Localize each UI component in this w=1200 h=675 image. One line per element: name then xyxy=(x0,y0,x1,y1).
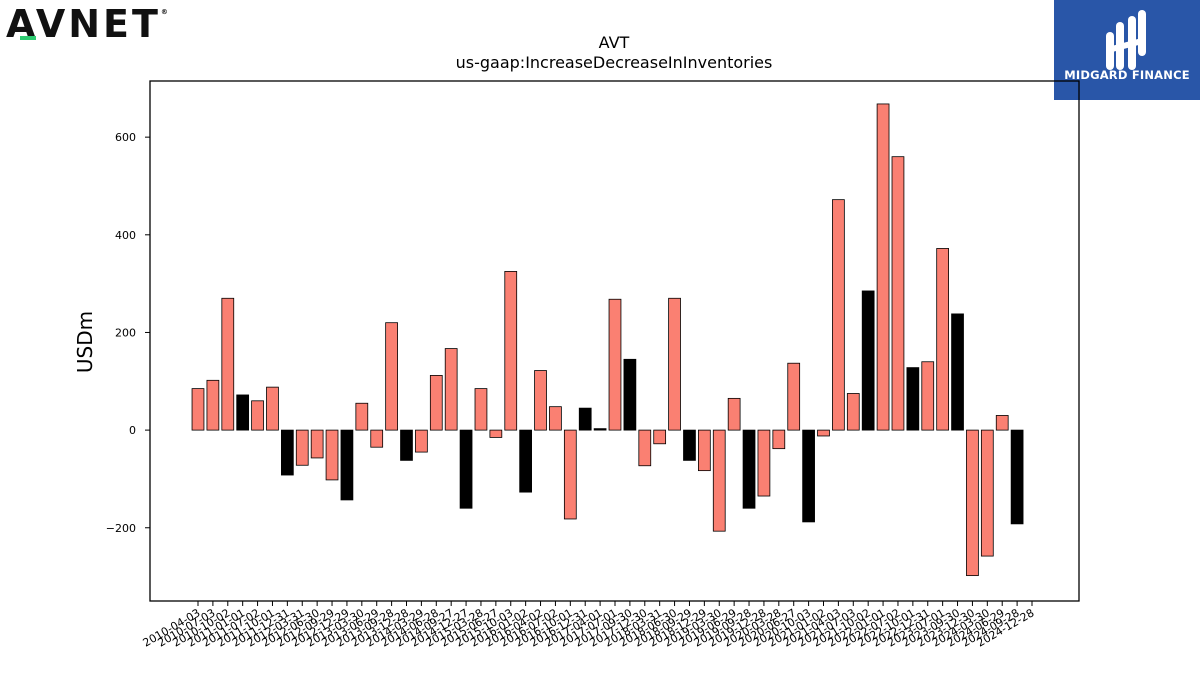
bar-2022-10-01 xyxy=(906,367,920,431)
plot-frame xyxy=(149,80,1080,602)
chart-subtitle: us-gaap:IncreaseDecreaseInInventories xyxy=(456,53,773,72)
bar-2017-09-30 xyxy=(623,358,637,431)
bar-2024-03-30 xyxy=(980,429,994,557)
x-axis: 2010-04-032010-07-032010-10-022011-01-01… xyxy=(141,601,1037,650)
bar-2014-09-27 xyxy=(444,348,458,431)
bar-2022-01-01 xyxy=(876,103,890,431)
bar-2012-09-29 xyxy=(325,429,339,481)
bar-2018-09-29 xyxy=(683,429,696,461)
bar-2015-10-03 xyxy=(504,271,518,431)
avnet-accent-bar xyxy=(20,36,36,40)
bar-2015-06-27 xyxy=(489,429,503,438)
bar-2021-07-03 xyxy=(846,393,860,431)
bar-2016-07-02 xyxy=(549,406,562,431)
bar-2016-04-02 xyxy=(534,370,547,431)
bar-2014-12-27 xyxy=(459,429,473,509)
bar-2011-01-01 xyxy=(236,394,250,431)
bar-2017-04-01 xyxy=(593,428,607,431)
bar-2016-01-02 xyxy=(519,429,533,493)
bar-2011-10-01 xyxy=(266,386,279,431)
bar-2019-03-30 xyxy=(712,429,726,532)
bar-2018-06-30 xyxy=(668,297,681,431)
bar-2021-10-02 xyxy=(861,290,875,431)
bar-2020-03-28 xyxy=(772,429,786,450)
bar-2012-03-31 xyxy=(295,429,309,466)
bar-2012-12-29 xyxy=(340,429,354,501)
bar-2021-04-03 xyxy=(832,199,845,431)
bar-2024-09-28 xyxy=(1010,429,1024,525)
bar-2019-12-28 xyxy=(757,429,771,497)
bar-2017-07-01 xyxy=(608,298,622,431)
bar-2023-12-30 xyxy=(966,429,979,577)
y-axis-label: USDm xyxy=(73,311,97,373)
bar-2012-06-30 xyxy=(310,429,324,459)
chart-title: AVT xyxy=(599,33,630,52)
bar-2019-06-29 xyxy=(727,397,741,431)
bar-2020-10-03 xyxy=(802,429,815,523)
bar-2014-06-28 xyxy=(429,375,443,431)
bar-2018-03-31 xyxy=(653,429,667,445)
bar-2024-06-29 xyxy=(995,415,1009,431)
bar-2011-07-02 xyxy=(251,400,264,431)
y-tick-label: 200 xyxy=(115,326,136,339)
registered-mark: ® xyxy=(160,8,168,16)
bar-2019-09-28 xyxy=(742,429,756,509)
y-tick-label: 600 xyxy=(115,131,136,144)
bar-2023-09-30 xyxy=(951,313,964,431)
avnet-logo: AVNET® xyxy=(6,2,168,46)
bar-2013-12-28 xyxy=(400,429,413,461)
bar-2018-12-29 xyxy=(698,429,711,472)
bar-2016-12-31 xyxy=(578,407,592,431)
bar-2010-10-02 xyxy=(221,297,235,431)
bar-2014-03-29 xyxy=(415,429,428,453)
y-axis: −200 0 200 400 600 xyxy=(106,131,150,535)
bar-2011-12-31 xyxy=(280,429,294,476)
midgard-emblem-icon xyxy=(1106,10,1146,70)
y-tick-label: 400 xyxy=(115,229,136,242)
y-tick-label: 0 xyxy=(129,424,136,437)
bars-group xyxy=(191,103,1024,577)
bar-2020-06-27 xyxy=(787,362,801,431)
bar-2010-04-03 xyxy=(191,388,205,431)
y-tick-label: −200 xyxy=(106,522,136,535)
bar-2013-03-30 xyxy=(355,402,369,431)
bar-2023-07-01 xyxy=(936,248,950,431)
bar-2013-09-28 xyxy=(385,322,398,431)
bar-2016-10-01 xyxy=(563,429,577,520)
midgard-logo-text: MIDGARD FINANCE xyxy=(1064,68,1190,82)
bar-2010-07-03 xyxy=(206,379,220,431)
bar-2021-01-02 xyxy=(817,429,830,437)
bar-2017-12-30 xyxy=(638,429,652,467)
bar-2013-06-29 xyxy=(370,429,384,448)
bar-2022-07-02 xyxy=(891,156,905,431)
bar-2015-03-28 xyxy=(474,388,488,431)
midgard-finance-logo: MIDGARD FINANCE xyxy=(1054,0,1200,100)
bar-2022-12-31 xyxy=(921,361,935,431)
